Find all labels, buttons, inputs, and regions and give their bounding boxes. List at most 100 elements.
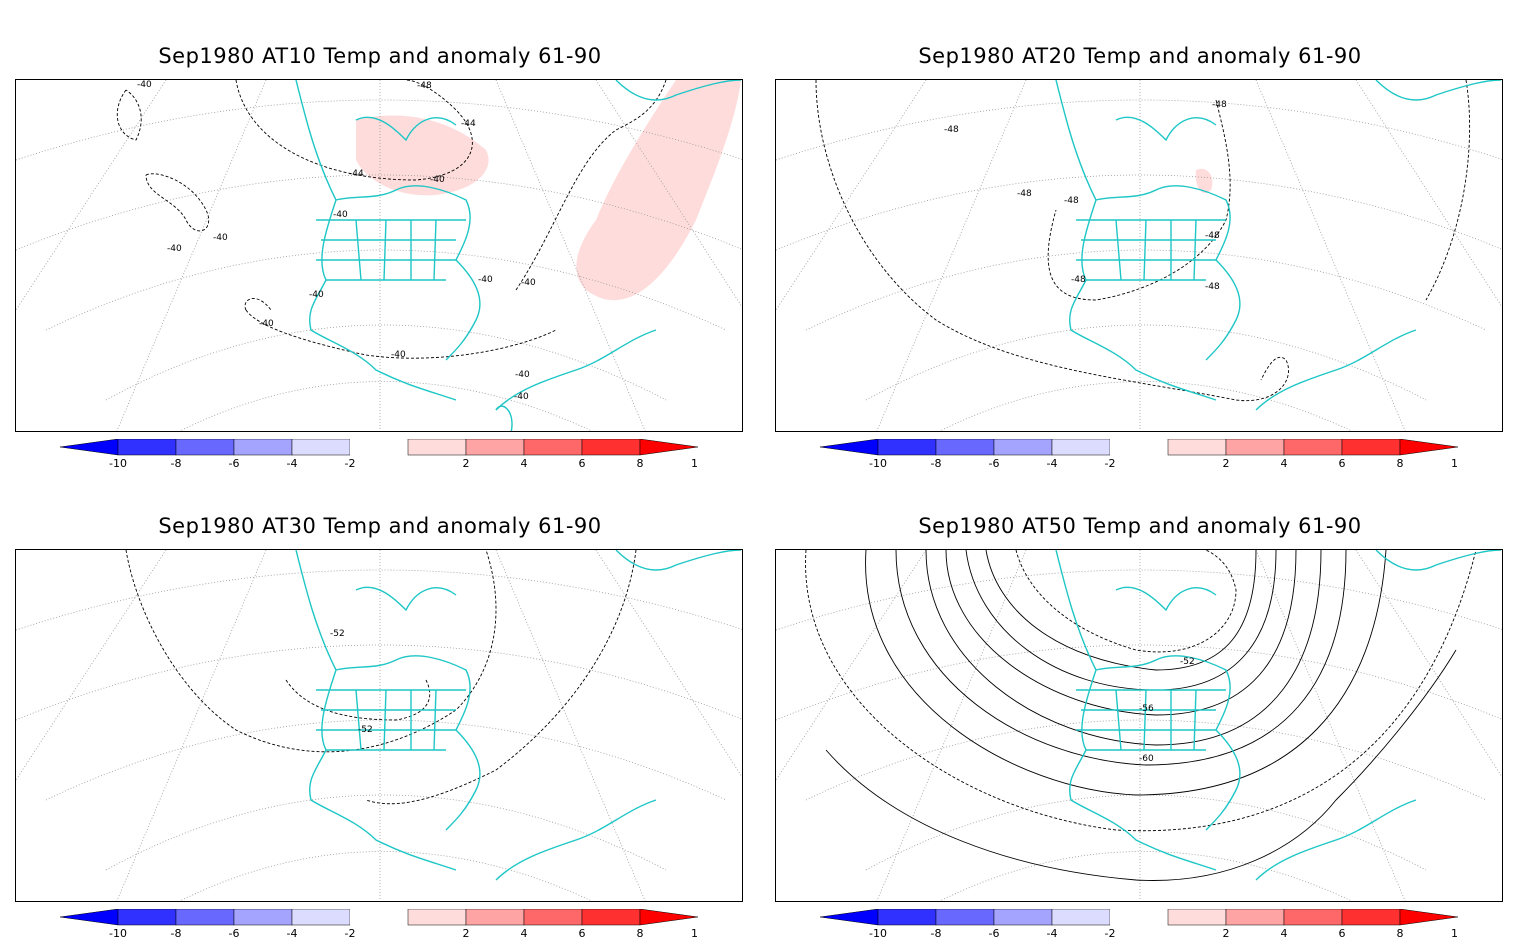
colorbar-segment	[993, 438, 1053, 456]
contours	[125, 550, 637, 805]
colorbar-tick-label: -4	[287, 927, 298, 940]
colorbar-segment	[233, 908, 293, 926]
colorbar-segment	[1110, 439, 1168, 455]
colorbar-segment	[233, 438, 293, 456]
colorbar-tick-label: 10	[1451, 927, 1458, 940]
colorbar-tick-label: 6	[1339, 927, 1346, 940]
colorbar-tick-label: -8	[171, 457, 182, 470]
colorbar-segment	[877, 438, 937, 456]
colorbar-tick-label: 6	[579, 457, 586, 470]
colorbar-tick-label: -2	[1105, 457, 1116, 470]
colorbar-at20: -10 -8 -6 -4 -2 2 4 6 8 10	[819, 438, 1465, 478]
colorbar-arrow-high	[1399, 438, 1459, 456]
colorbar-segment	[175, 438, 235, 456]
colorbar-tick-label: 4	[521, 927, 528, 940]
colorbar-tick-label: 2	[463, 457, 470, 470]
colorbar-segment	[465, 908, 525, 926]
colorbar-tick-label: 8	[1397, 927, 1404, 940]
colorbar-svg: -10 -8 -6 -4 -2 2 4 6 8 10	[819, 438, 1465, 470]
colorbar-at30: -10 -8 -6 -4 -2 2 4 6 8 10	[59, 908, 705, 948]
colorbar-arrow-low	[59, 438, 119, 456]
colorbar-svg: -10 -8 -6 -4 -2 2 4 6 8 10	[59, 438, 705, 470]
colorbar-segment	[1341, 908, 1401, 926]
colorbar-tick-label: 4	[1281, 457, 1288, 470]
colorbar-tick-label: -10	[869, 927, 887, 940]
map-at20	[775, 79, 1503, 432]
colorbar-tick-label: 8	[1397, 457, 1404, 470]
colorbar-segment	[877, 908, 937, 926]
panel-title-at30: Sep1980 AT30 Temp and anomaly 61-90	[158, 514, 602, 538]
map-at50	[775, 549, 1503, 902]
colorbar-segment	[1225, 908, 1285, 926]
colorbar-tick-label: -4	[287, 457, 298, 470]
colorbar-tick-label: -8	[171, 927, 182, 940]
colorbar-segment	[1167, 908, 1227, 926]
colorbar-tick-label: 10	[691, 927, 698, 940]
colorbar-tick-label: 10	[691, 457, 698, 470]
colorbar-tick-label: -8	[931, 457, 942, 470]
coastlines	[295, 80, 742, 431]
colorbar-tick-label: -4	[1047, 927, 1058, 940]
colorbar-arrow-high	[1399, 908, 1459, 926]
colorbar-arrow-low	[59, 908, 119, 926]
colorbar-segment	[1167, 438, 1227, 456]
colorbar-tick-label: 6	[1339, 457, 1346, 470]
colorbar-segment	[350, 909, 408, 925]
coastlines	[1055, 550, 1502, 881]
colorbar-segment	[1051, 908, 1111, 926]
graticule	[776, 550, 1502, 901]
colorbar-segment	[350, 439, 408, 455]
colorbar-tick-label: -4	[1047, 457, 1058, 470]
colorbar-segment	[117, 908, 177, 926]
map-svg-at50	[776, 550, 1502, 901]
colorbar-segment	[175, 908, 235, 926]
colorbar-svg: -10 -8 -6 -4 -2 2 4 6 8 10	[819, 908, 1465, 940]
anomaly-region	[356, 115, 489, 196]
map-svg-at10	[16, 80, 742, 431]
colorbar-tick-label: -10	[109, 457, 127, 470]
colorbar-tick-label: 8	[637, 457, 644, 470]
colorbar-tick-label: -6	[989, 457, 1000, 470]
colorbar-tick-label: 6	[579, 927, 586, 940]
anomaly-region	[576, 80, 741, 301]
colorbar-segment	[523, 908, 583, 926]
colorbar-segment	[407, 438, 467, 456]
colorbar-segment	[465, 438, 525, 456]
anomaly-region	[1195, 168, 1213, 194]
colorbar-tick-label: 4	[521, 457, 528, 470]
colorbar-tick-label: 2	[1223, 927, 1230, 940]
colorbar-tick-label: 2	[1223, 457, 1230, 470]
colorbar-segment	[1341, 438, 1401, 456]
panel-title-at50: Sep1980 AT50 Temp and anomaly 61-90	[918, 514, 1362, 538]
colorbar-segment	[1283, 908, 1343, 926]
colorbar-tick-label: 2	[463, 927, 470, 940]
colorbar-arrow-low	[819, 908, 879, 926]
colorbar-segment	[1051, 438, 1111, 456]
panel-title-at20: Sep1980 AT20 Temp and anomaly 61-90	[918, 44, 1362, 68]
colorbar-segment	[117, 438, 177, 456]
map-svg-at20	[776, 80, 1502, 431]
colorbar-segment	[1283, 438, 1343, 456]
contours	[805, 550, 1477, 881]
contours	[116, 80, 667, 359]
graticule	[16, 550, 742, 901]
colorbar-segment	[523, 438, 583, 456]
colorbar-tick-label: 10	[1451, 457, 1458, 470]
colorbar-svg: -10 -8 -6 -4 -2 2 4 6 8 10	[59, 908, 705, 940]
colorbar-segment	[581, 908, 641, 926]
colorbar-segment	[1110, 909, 1168, 925]
map-svg-at30	[16, 550, 742, 901]
colorbar-tick-label: -6	[989, 927, 1000, 940]
colorbar-segment	[291, 438, 351, 456]
colorbar-tick-label: -10	[109, 927, 127, 940]
graticule	[16, 80, 742, 431]
colorbar-tick-label: -2	[345, 457, 356, 470]
colorbar-tick-label: -8	[931, 927, 942, 940]
colorbar-tick-label: -2	[345, 927, 356, 940]
colorbar-at50: -10 -8 -6 -4 -2 2 4 6 8 10	[819, 908, 1465, 948]
coastlines	[295, 550, 742, 881]
colorbar-arrow-high	[639, 908, 699, 926]
colorbar-tick-label: -2	[1105, 927, 1116, 940]
panel-title-at10: Sep1980 AT10 Temp and anomaly 61-90	[158, 44, 602, 68]
colorbar-arrow-low	[819, 438, 879, 456]
